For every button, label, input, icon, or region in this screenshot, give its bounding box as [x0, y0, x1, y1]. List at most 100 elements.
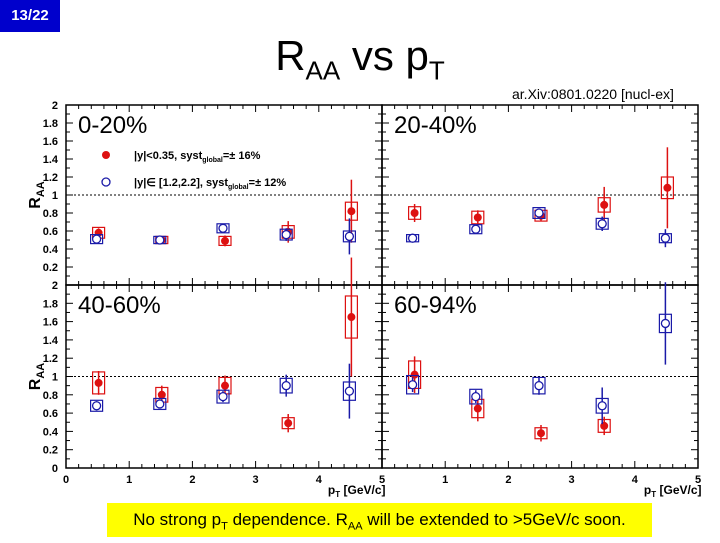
x-tick-label: 2 [189, 474, 195, 486]
systematic-box [532, 376, 546, 395]
data-point-open [91, 401, 102, 411]
data-point-filled [347, 313, 356, 322]
y-tick-label: 1.4 [43, 335, 59, 347]
y-tick-label: 0.6 [43, 226, 58, 238]
systematic-box [91, 371, 106, 395]
y-tick-label: 1.2 [43, 353, 58, 365]
data-point-filled [600, 200, 609, 209]
y-tick-label: 2 [52, 280, 58, 292]
data-point-open [597, 219, 607, 229]
x-tick-label: 0 [63, 474, 69, 486]
x-axis-label: pT [GeV/c] [644, 483, 702, 499]
legend-main: |y|∈ [1.2,2.2], syst [134, 177, 228, 189]
data-point-filled [157, 390, 166, 399]
data-point-open [407, 233, 418, 243]
data-point-filled [473, 404, 482, 413]
systematic-box [89, 399, 104, 412]
data-point-filled [537, 429, 545, 438]
title-vs-p: vs p [340, 32, 429, 79]
systematic-box [471, 210, 485, 225]
legend-main: |y|<0.35, syst [134, 150, 203, 162]
x-tick-label: 5 [695, 474, 701, 486]
footer-part-2: dependence. R [227, 510, 348, 529]
data-point-open [155, 399, 165, 409]
slide-title: RAA vs pT [0, 32, 720, 86]
legend-entry: |y|∈ [1.2,2.2], systglobal=± 12% [134, 177, 286, 191]
systematic-box [279, 228, 293, 241]
legend-sub: global [228, 184, 249, 191]
y-axis-label: RAA [27, 181, 47, 209]
data-point-filled [410, 370, 419, 379]
data-point-open [407, 380, 418, 390]
data-point-open [91, 234, 102, 244]
systematic-box [344, 295, 358, 339]
centrality-label: 60-94% [394, 292, 477, 319]
y-tick-label: 1 [52, 190, 58, 202]
centrality-label: 0-20% [78, 112, 147, 139]
systematic-box [344, 201, 358, 221]
y-tick-label: 0.8 [43, 390, 58, 402]
data-point-filled [410, 209, 419, 217]
y-tick-label: 1.2 [43, 172, 58, 184]
systematic-box [279, 377, 293, 394]
x-tick-label: 4 [632, 474, 639, 486]
data-point-filled [284, 419, 293, 428]
systematic-box [597, 197, 611, 213]
y-tick-label: 1.8 [43, 118, 58, 130]
data-point-open [660, 233, 671, 243]
footer-sub-t: T [221, 520, 228, 533]
data-point-open [155, 235, 165, 245]
x-tick-label: 4 [316, 474, 323, 486]
y-tick-label: 0.4 [43, 426, 59, 438]
panel-40-60%: 0 0.2 0.4 0.6 0.8 1 1.2 1.4 1.6 1.8 2 RAA 0 1 2 3 4 5pT [… [27, 257, 386, 499]
data-point-open [218, 223, 228, 233]
x-axis-label-unit: [GeV/c] [340, 483, 385, 497]
systematic-box [216, 389, 230, 404]
title-sub-t: T [428, 55, 445, 86]
y-tick-label: 1 [52, 372, 58, 384]
data-point-open [218, 391, 228, 402]
x-tick-label: 5 [379, 474, 385, 486]
legend-sub: global [202, 157, 223, 164]
legend-marker-open [101, 177, 111, 187]
centrality-label: 20-40% [394, 112, 477, 139]
data-point-open [660, 318, 671, 329]
systematic-box [469, 388, 483, 405]
y-axis-label: RAA [27, 363, 47, 391]
y-tick-label: 0.8 [43, 208, 58, 220]
y-tick-label: 1.4 [43, 154, 59, 166]
x-axis-label-sub: T [335, 490, 340, 499]
panel-60-94%: 1 2 3 4 5pT [GeV/c]60-94% [381, 282, 702, 499]
x-tick-label: 2 [505, 474, 511, 486]
data-point-open [534, 380, 544, 391]
x-axis-label: pT [GeV/c] [328, 483, 386, 499]
data-point-filled [663, 183, 672, 192]
data-point-open [344, 386, 355, 396]
data-point-filled [221, 236, 229, 245]
systematic-box [281, 417, 295, 430]
panel-20-40%: 20-40% [381, 104, 699, 286]
y-axis-label-sub: AA [35, 363, 47, 379]
systematic-box [342, 230, 356, 243]
data-point-open [597, 401, 607, 411]
data-point-open [471, 224, 481, 234]
legend-tail: =± 12% [249, 177, 287, 189]
systematic-box [406, 374, 420, 395]
footer-sub-aa: AA [347, 520, 363, 533]
systematic-box [534, 427, 548, 440]
arxiv-reference: ar.Xiv:0801.0220 [nucl-ex] [512, 86, 674, 102]
y-tick-label: 0.4 [43, 244, 59, 256]
y-tick-label: 2 [52, 100, 58, 112]
data-point-filled [347, 207, 356, 216]
slide-number: 13/22 [0, 0, 60, 32]
data-point-filled [473, 213, 482, 222]
data-point-open [281, 229, 291, 240]
systematic-box [342, 381, 356, 401]
data-point-open [281, 380, 291, 391]
x-tick-label: 1 [442, 474, 448, 486]
systematic-box [595, 217, 609, 230]
data-point-open [534, 208, 544, 218]
x-tick-label: 3 [253, 474, 259, 486]
x-tick-label: 1 [126, 474, 132, 486]
